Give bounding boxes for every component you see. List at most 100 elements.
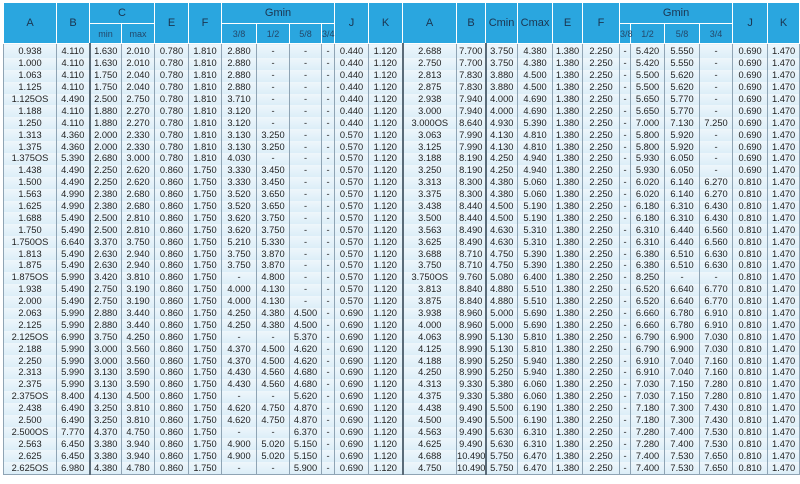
table-cell: 1.470 [767, 81, 800, 94]
table-cell: 4.630 [485, 224, 519, 237]
table-cell: 0.440 [334, 105, 370, 118]
table-cell: 0.860 [154, 331, 190, 344]
table-cell: 4.500 [517, 69, 554, 82]
table-cell: - [699, 93, 734, 106]
table-cell: 7.400 [664, 426, 701, 439]
table-cell: 1.120 [368, 355, 404, 368]
table-cell: 5.310 [517, 236, 554, 249]
table-cell: 2.250 [582, 295, 621, 308]
table-cell: 1.750 [188, 438, 223, 451]
table-cell: 4.000 [221, 283, 258, 296]
table-cell: 2.250 [582, 426, 621, 439]
table-row: 1.750OS 6.640 3.370 3.750 0.860 1.750 5.210 5.3… [3, 236, 800, 249]
table-cell: 1.470 [767, 367, 800, 379]
table-cell: - [256, 153, 291, 165]
header-gmin: Gmin [221, 2, 336, 24]
table-cell: - [664, 271, 701, 284]
table-cell: 1.313 [3, 129, 57, 142]
table-cell: 2.813 [402, 69, 458, 82]
table-cell: 5.330 [256, 236, 291, 249]
table-cell: 5.630 [485, 426, 519, 439]
table-cell: 8.710 [456, 260, 487, 272]
table-cell: 2.620 [120, 176, 156, 189]
table-cell: 8.710 [456, 248, 487, 261]
table-cell: 3.750 [221, 248, 258, 261]
table-cell: 2.750 [89, 295, 122, 308]
table-cell: 7.130 [664, 117, 701, 130]
table-cell: 1.470 [767, 188, 800, 201]
table-cell: 1.750 [188, 426, 223, 439]
table-cell: 0.780 [154, 93, 190, 106]
table-cell: - [321, 69, 336, 82]
table-cell: - [321, 426, 336, 439]
table-cell: 0.570 [334, 153, 370, 165]
table-cell: 1.810 [188, 57, 223, 70]
table-cell: 5.420 [630, 43, 666, 58]
table-cell: 5.390 [56, 153, 91, 165]
table-cell: 2.810 [120, 212, 156, 225]
header-b-2: B [456, 2, 487, 44]
table-cell: 2.680 [89, 153, 122, 165]
table-cell: 6.900 [664, 343, 701, 356]
table-cell: - [256, 81, 291, 94]
table-cell: 0.860 [154, 438, 190, 451]
table-row: 2.125OS 6.990 3.750 4.250 0.860 1.750- -5.370-… [3, 331, 800, 344]
table-cell: 1.470 [767, 402, 800, 415]
table-cell: 4.130 [89, 390, 122, 403]
table-cell: 2.880 [221, 69, 258, 82]
table-cell: 4.438 [402, 402, 458, 415]
table-cell: 5.490 [56, 248, 91, 261]
table-cell: - [256, 43, 291, 58]
table-cell: 5.390 [517, 248, 554, 261]
table-cell: - [289, 224, 323, 237]
table-cell: 4.360 [56, 141, 91, 154]
table-cell: 0.690 [334, 343, 370, 356]
table-cell: 3.750 [221, 260, 258, 272]
table-cell: 1.688 [3, 212, 57, 225]
table-cell: 0.570 [334, 260, 370, 272]
table-cell: 1.750 [188, 260, 223, 272]
table-cell: 3.438 [402, 200, 458, 213]
table-cell: 1.380 [552, 188, 584, 201]
table-cell: 5.150 [289, 450, 323, 463]
table-cell: 1.750 [188, 236, 223, 249]
table-cell: 2.250 [582, 283, 621, 296]
table-cell: 1.375OS [3, 153, 57, 165]
table-cell: 1.750 [188, 355, 223, 368]
table-cell: - [321, 164, 336, 177]
table-cell: 2.250 [582, 43, 621, 58]
table-cell: 2.630 [89, 260, 122, 272]
table-cell: - [289, 164, 323, 177]
table-cell: 7.250 [699, 117, 734, 130]
table-cell: 7.300 [664, 402, 701, 415]
table-cell: 1.380 [552, 129, 584, 142]
table-cell: 8.960 [456, 307, 487, 320]
table-cell: 0.780 [154, 129, 190, 142]
header-a-2: A [402, 2, 458, 44]
table-cell: 5.490 [56, 212, 91, 225]
table-cell: 5.800 [630, 141, 666, 154]
table-cell: 1.500 [3, 176, 57, 189]
table-cell: 6.450 [56, 438, 91, 451]
table-cell: 5.990 [56, 319, 91, 332]
table-cell: 4.430 [221, 378, 258, 391]
table-cell: 1.380 [552, 176, 584, 189]
table-cell: - [321, 271, 336, 284]
table-cell: 3.250 [402, 164, 458, 177]
table-cell: - [289, 236, 323, 249]
table-cell: 3.590 [120, 367, 156, 379]
table-cell: 10.490 [456, 462, 487, 476]
table-row: 2.313 5.990 3.130 3.590 0.860 1.750 4.430 4.560… [3, 367, 800, 379]
table-cell: 4.500 [402, 414, 458, 427]
table-cell: 4.063 [402, 331, 458, 344]
table-cell: 2.880 [221, 57, 258, 70]
table-cell: 6.180 [630, 200, 666, 213]
table-cell: 1.380 [552, 81, 584, 94]
table-cell: 1.875 [3, 260, 57, 272]
table-cell: 8.400 [56, 390, 91, 403]
table-cell: 4.000 [485, 105, 519, 118]
table-cell: 1.380 [552, 271, 584, 284]
table-cell: 6.910 [699, 307, 734, 320]
table-cell: 5.990 [56, 271, 91, 284]
table-cell: 0.938 [3, 43, 57, 58]
